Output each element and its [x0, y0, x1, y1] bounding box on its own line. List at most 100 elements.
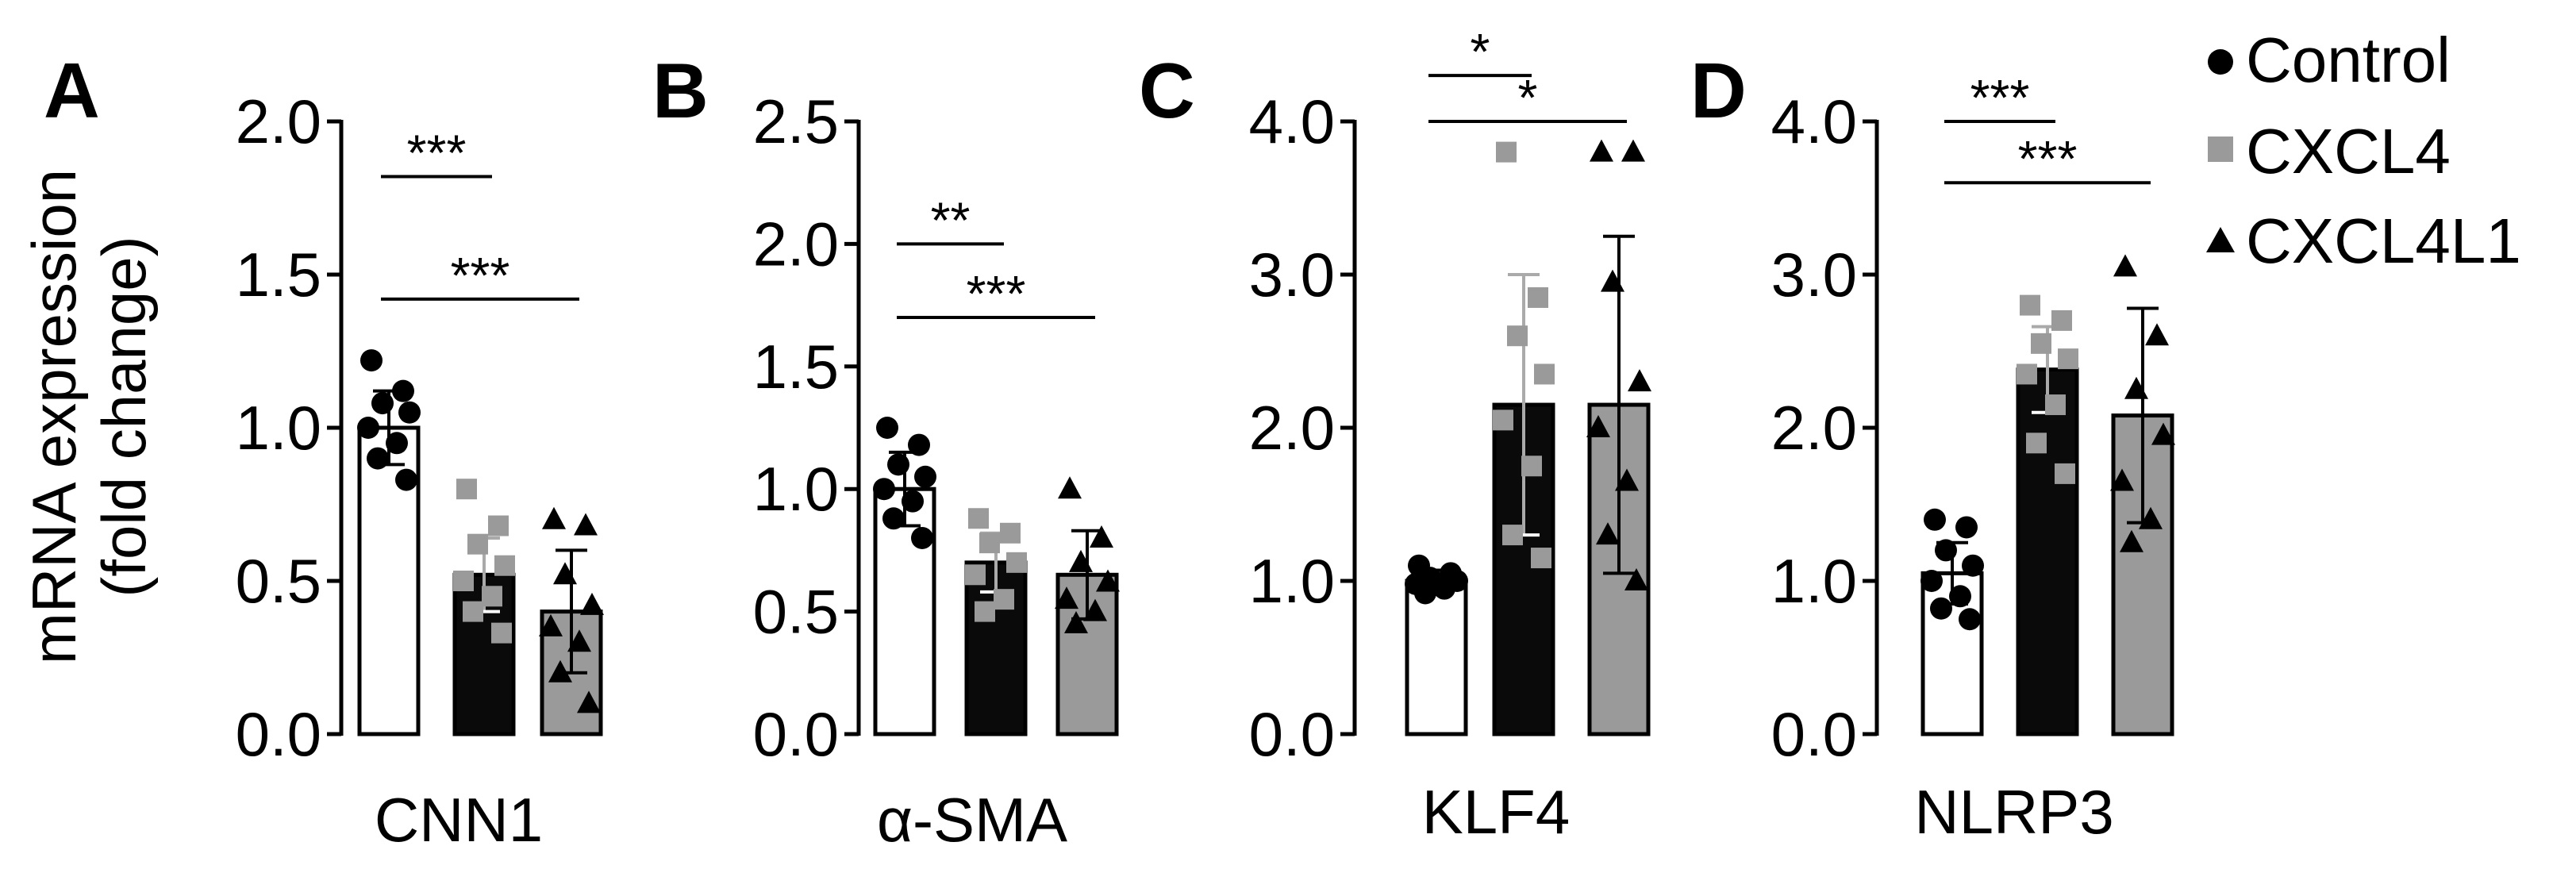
point-b-control-4 — [873, 478, 895, 501]
point-c-cxcl4l1-5 — [1615, 468, 1639, 491]
point-d-cxcl4-1 — [2051, 310, 2072, 331]
legend-marker-control — [2208, 49, 2233, 75]
point-b-cxcl4l1-5 — [1083, 598, 1107, 621]
point-c-cxcl4l1-6 — [1596, 522, 1620, 545]
point-d-cxcl4-5 — [2045, 394, 2066, 416]
sig-label-b-1: *** — [967, 265, 1026, 322]
y-tick-label-d-1: 1.0 — [1771, 546, 1857, 616]
point-b-cxcl4-3 — [1006, 552, 1027, 573]
legend-marker-cxcl4 — [2208, 137, 2233, 162]
point-a-control-2 — [371, 392, 394, 415]
point-a-cxcl4l1-3 — [580, 592, 604, 615]
panel-letter-c: C — [1139, 47, 1195, 134]
point-c-control-5 — [1433, 577, 1455, 600]
sig-label-c-0: * — [1471, 23, 1490, 80]
panel-d-points — [1920, 254, 2175, 631]
y-axis-title-line1: mRNA expression — [19, 169, 89, 664]
point-a-cxcl4-5 — [482, 586, 502, 607]
point-d-cxcl4-2 — [2031, 333, 2051, 354]
point-a-cxcl4l1-5 — [567, 629, 591, 652]
panel-c-x-label: KLF4 — [1422, 777, 1570, 847]
panel-c-axis: 0.0 1.0 2.0 3.0 4.0 — [1249, 87, 1357, 769]
point-d-cxcl4-7 — [2055, 463, 2075, 484]
panel-letter-b: B — [652, 47, 709, 134]
y-axis-title: mRNA expression (fold change) — [19, 169, 159, 664]
panel-b-axis: 0.0 0.5 1.0 1.5 2.0 2.5 — [753, 87, 861, 769]
point-b-cxcl4-1 — [1000, 522, 1021, 544]
point-c-cxcl4-0 — [1496, 141, 1517, 163]
y-tick-label-c-2: 2.0 — [1249, 393, 1335, 463]
point-d-control-3 — [1962, 554, 1984, 577]
point-d-cxcl4l1-6 — [2120, 529, 2143, 552]
point-b-control-0 — [876, 417, 898, 439]
y-tick-label-b-3: 1.5 — [753, 332, 839, 402]
sig-label-a-0: *** — [407, 124, 467, 181]
point-d-cxcl4-0 — [2020, 294, 2040, 316]
bar-d-cxcl4 — [2016, 367, 2079, 736]
point-d-cxcl4l1-2 — [2124, 376, 2148, 399]
point-b-control-6 — [882, 507, 905, 530]
point-d-cxcl4-4 — [2017, 363, 2037, 385]
point-c-cxcl4-1 — [1528, 286, 1548, 308]
panel-b-significance: ***** — [897, 191, 1095, 322]
sig-label-b-0: ** — [931, 191, 971, 248]
point-a-control-5 — [386, 432, 408, 455]
point-b-cxcl4-6 — [975, 601, 995, 622]
point-b-cxcl4l1-4 — [1055, 586, 1078, 609]
point-a-control-6 — [367, 447, 389, 470]
point-b-cxcl4-5 — [994, 589, 1014, 610]
point-c-cxcl4l1-3 — [1628, 369, 1651, 392]
panel-a-x-label: CNN1 — [375, 785, 543, 855]
legend-label-cxcl4: CXCL4 — [2246, 116, 2451, 186]
point-c-control-6 — [1414, 582, 1436, 605]
point-a-cxcl4-7 — [491, 622, 512, 644]
y-tick-label-b-1: 0.5 — [753, 577, 839, 647]
point-a-control-1 — [392, 379, 414, 402]
y-tick-label-b-0: 0.0 — [753, 699, 839, 769]
point-a-cxcl4-3 — [494, 555, 515, 576]
y-axis-title-line2: (fold change) — [89, 236, 159, 597]
y-tick-label-a-0: 0.0 — [236, 699, 321, 769]
point-a-cxcl4l1-7 — [577, 690, 601, 713]
point-b-cxcl4l1-0 — [1058, 476, 1082, 499]
point-d-control-4 — [1920, 570, 1943, 592]
point-c-cxcl4-5 — [1521, 456, 1542, 477]
bar-d-cxcl4l1 — [2111, 413, 2174, 736]
point-d-cxcl4l1-5 — [2139, 506, 2163, 529]
panel-d-significance: ****** — [1944, 69, 2151, 187]
y-tick-label-a-4: 2.0 — [236, 87, 321, 156]
point-b-cxcl4-2 — [979, 533, 1000, 554]
point-d-cxcl4l1-3 — [2151, 422, 2175, 445]
legend: Control CXCL4 CXCL4L1 — [2206, 25, 2521, 276]
point-c-cxcl4-2 — [1507, 325, 1528, 347]
y-tick-label-a-2: 1.0 — [236, 393, 321, 463]
point-c-cxcl4-6 — [1502, 525, 1523, 546]
point-c-cxcl4l1-2 — [1601, 269, 1624, 292]
point-b-cxcl4-4 — [965, 564, 986, 586]
y-tick-label-d-2: 2.0 — [1771, 393, 1857, 463]
point-b-control-5 — [902, 490, 924, 513]
point-a-control-3 — [398, 401, 421, 424]
point-b-control-7 — [911, 526, 933, 549]
y-tick-label-c-3: 3.0 — [1249, 240, 1335, 310]
legend-label-cxcl4l1: CXCL4L1 — [2246, 206, 2521, 276]
panel-letter-a: A — [44, 47, 100, 134]
panel-b-points — [873, 417, 1120, 634]
panel-b: B 0.00.51.01.52.02.5 ***** α-SMA — [652, 47, 1120, 855]
sig-label-d-0: *** — [1970, 69, 2030, 126]
y-tick-label-d-3: 3.0 — [1771, 240, 1857, 310]
panel-b-x-label: α-SMA — [877, 785, 1067, 855]
point-d-cxcl4l1-4 — [2110, 468, 2134, 491]
error-bar-c-cxcl4l1 — [1603, 234, 1635, 575]
point-c-cxcl4l1-7 — [1624, 568, 1648, 590]
point-b-cxcl4-0 — [968, 508, 989, 529]
point-c-cxcl4-7 — [1531, 548, 1551, 569]
point-d-cxcl4-3 — [2058, 348, 2078, 370]
point-c-cxcl4-3 — [1534, 363, 1555, 385]
point-d-control-7 — [1959, 608, 1981, 631]
panel-a-points — [357, 349, 604, 713]
point-a-cxcl4-4 — [453, 571, 474, 591]
point-a-control-4 — [357, 417, 379, 439]
point-c-cxcl4l1-1 — [1621, 139, 1645, 162]
point-a-cxcl4-1 — [488, 515, 509, 536]
